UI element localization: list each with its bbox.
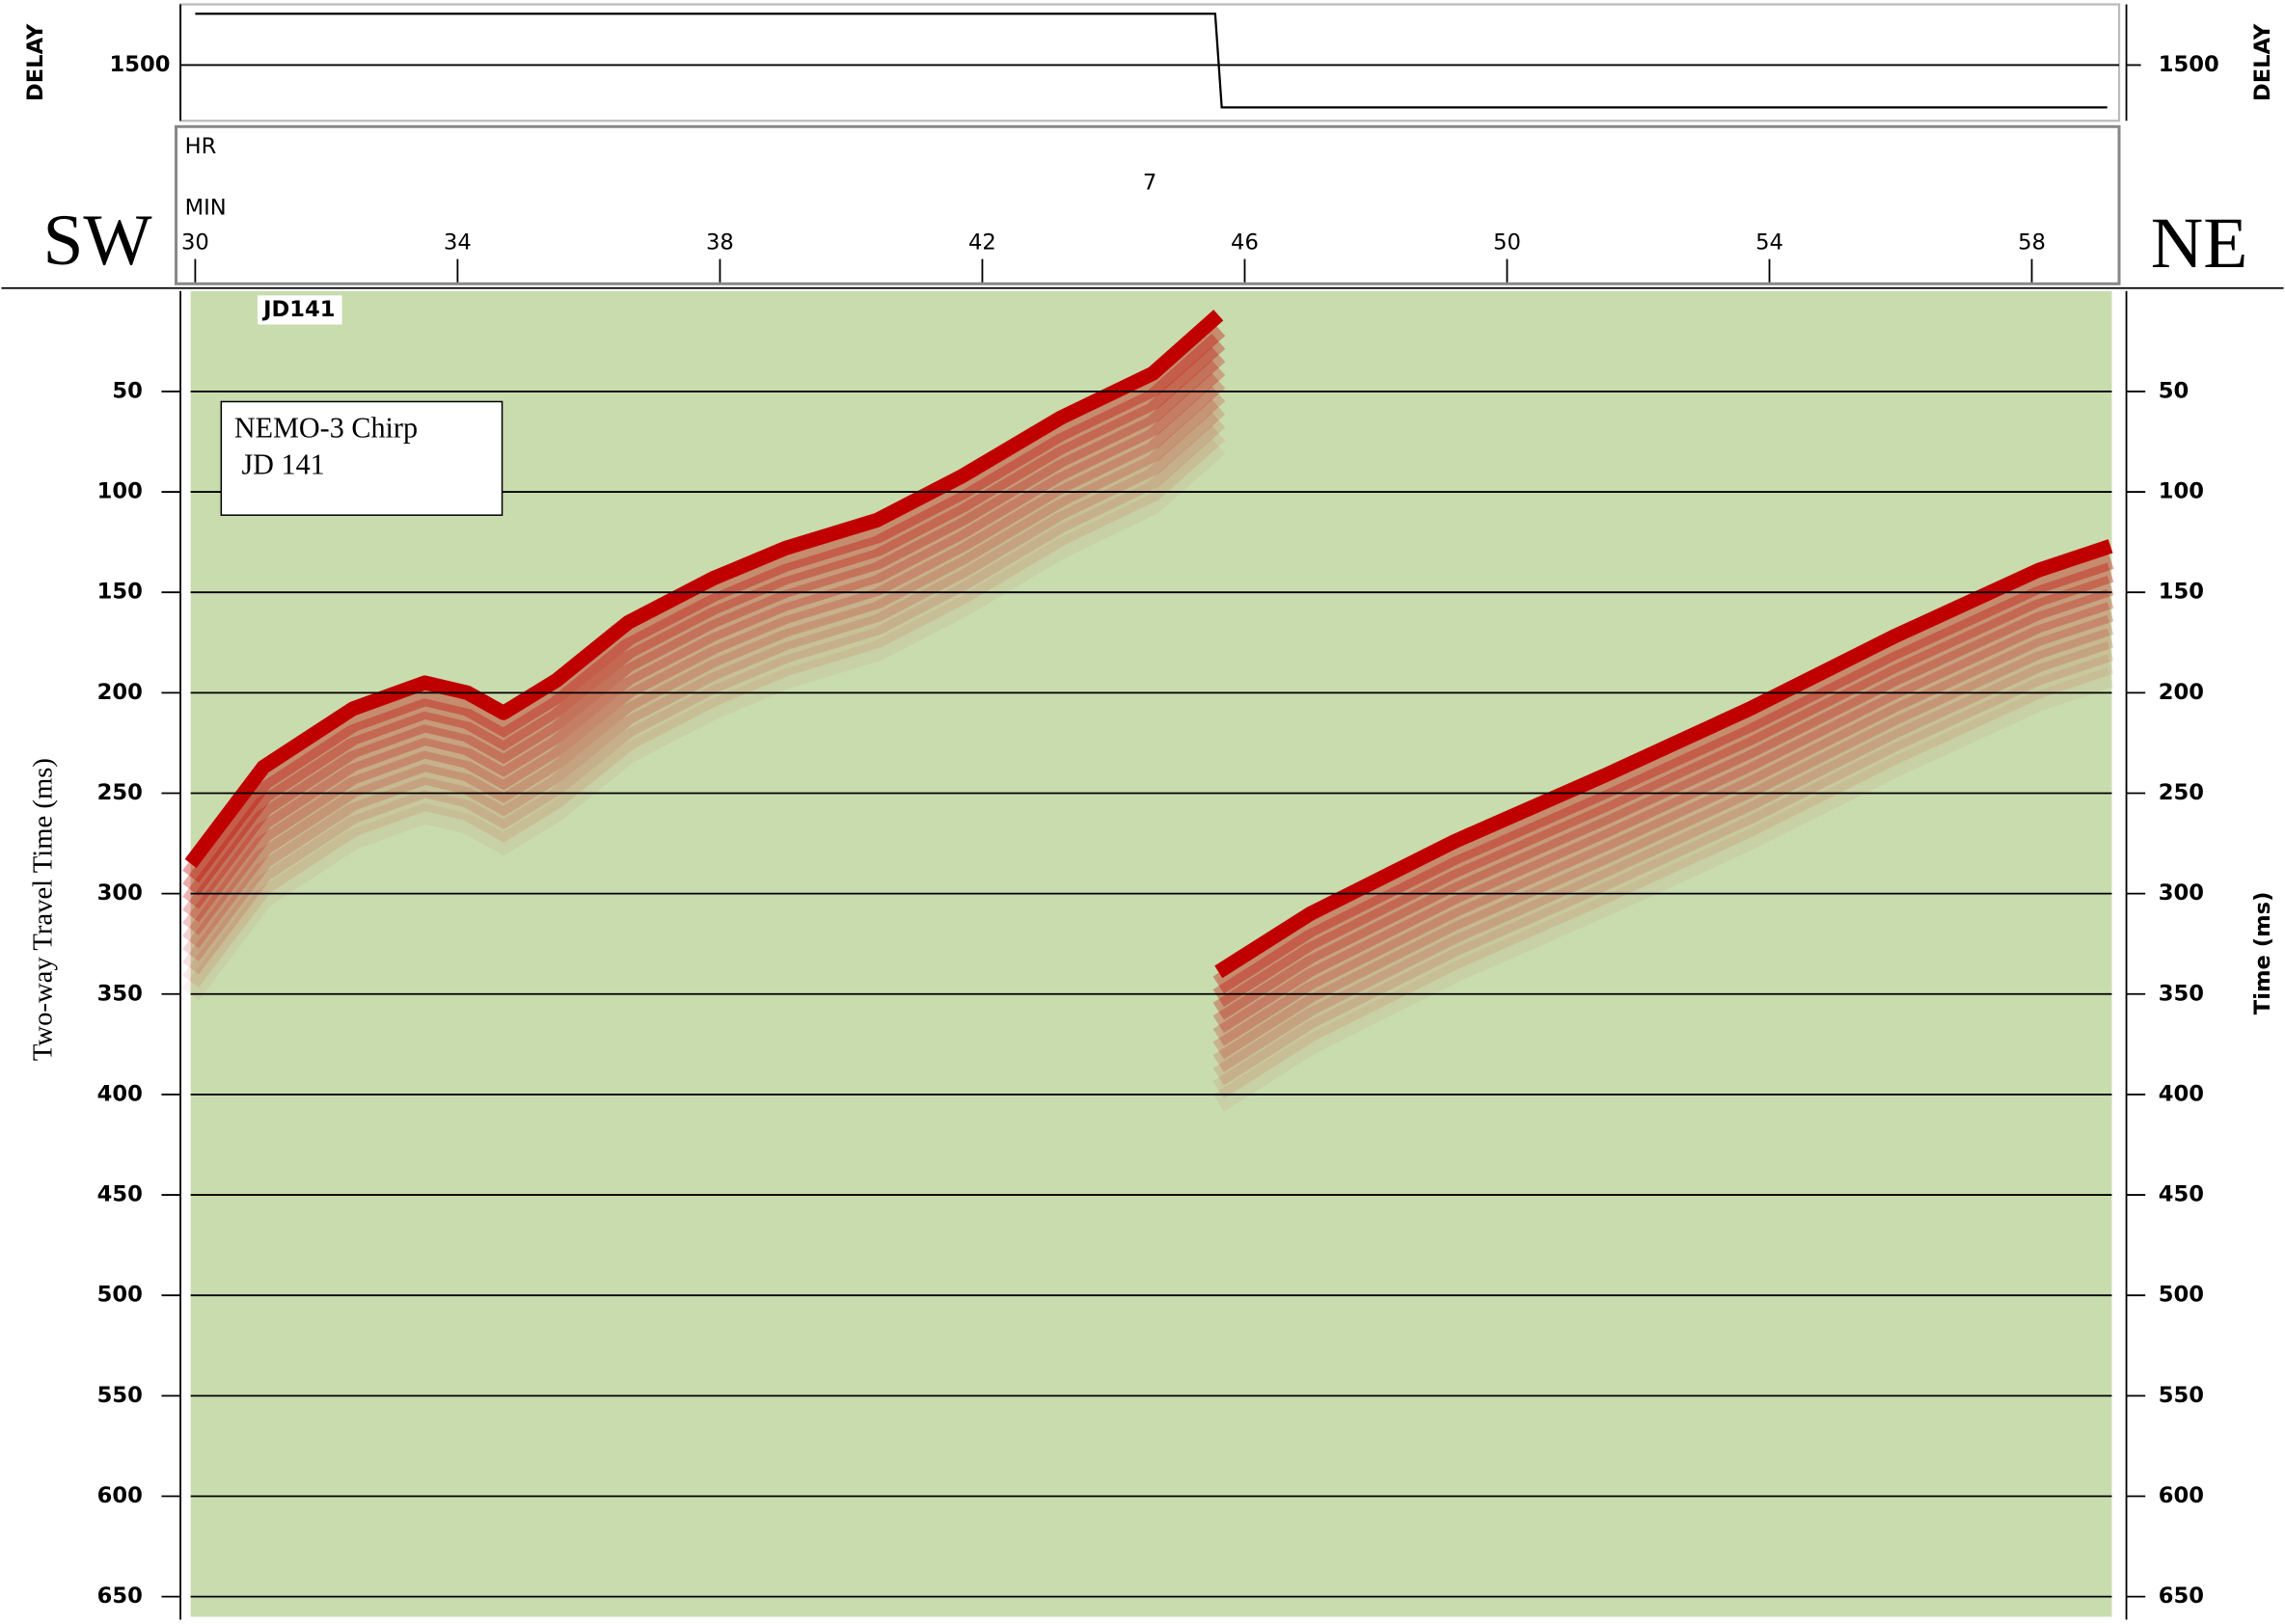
y2-tick-label: 50 <box>2159 378 2189 403</box>
reflection-haze <box>1212 667 2114 1112</box>
reflection-haze <box>1212 576 2114 1020</box>
y2-tick-label: 150 <box>2159 580 2204 605</box>
delay-label: DELAY <box>2250 23 2275 101</box>
y-tick-label: 300 <box>97 880 143 906</box>
reflection-haze <box>1212 588 2114 1034</box>
x-tick-label: 46 <box>1231 230 1259 255</box>
reflection-haze <box>1212 562 2114 1007</box>
reflection-haze <box>1212 654 2114 1099</box>
x-tick-label: 34 <box>444 230 472 255</box>
y2-tick-label: 600 <box>2159 1483 2204 1508</box>
x-tick-label: 38 <box>706 230 734 255</box>
y2-tick-label: 400 <box>2159 1081 2204 1106</box>
y2-tick-label: 300 <box>2159 880 2204 906</box>
reflection-haze <box>182 320 1226 883</box>
delay-tick-label: 1500 <box>2159 52 2219 77</box>
y-tick-label: 350 <box>97 981 143 1006</box>
reflection-haze <box>182 372 1226 935</box>
y2-tick-label: 350 <box>2159 981 2204 1006</box>
y-tick-label: 400 <box>97 1081 143 1106</box>
reflection-haze <box>182 346 1226 909</box>
annotation-box <box>220 400 503 516</box>
reflection-haze <box>1212 602 2114 1046</box>
y-tick-label: 600 <box>97 1483 143 1508</box>
y-tick-label: 550 <box>97 1383 143 1408</box>
reflection-haze <box>182 360 1226 923</box>
annotation-text: JD 141 <box>241 447 324 480</box>
reflection-haze <box>182 438 1226 1001</box>
x-tick-label: 42 <box>968 230 996 255</box>
reflection-haze <box>1212 640 2114 1086</box>
time-panel <box>175 124 2121 285</box>
y2-tick-label: 650 <box>2159 1583 2204 1609</box>
y-tick-label: 650 <box>97 1583 143 1609</box>
y-tick-label: 200 <box>97 680 143 705</box>
y2-axis-label: Time (ms) <box>2250 892 2275 1015</box>
direction-left: SW <box>42 201 152 281</box>
reflection-haze <box>182 425 1226 988</box>
y-tick-label: 450 <box>97 1182 143 1207</box>
annotation-text: NEMO-3 Chirp <box>234 412 418 445</box>
seafloor-reflector <box>184 310 2113 979</box>
y-axis-label: Two-way Travel Time (ms) <box>27 758 58 1061</box>
y2-tick-label: 550 <box>2159 1383 2204 1408</box>
hour-value: 7 <box>1143 171 1156 196</box>
delay-tick-label: 1500 <box>110 52 171 77</box>
y2-tick-label: 250 <box>2159 780 2204 805</box>
line-id-box <box>258 295 342 325</box>
x-tick-label: 54 <box>1755 230 1783 255</box>
y-tick-label: 50 <box>112 378 143 403</box>
direction-right: NE <box>2151 203 2248 284</box>
reflection-haze <box>182 386 1226 949</box>
y-tick-label: 150 <box>97 580 143 605</box>
y2-tick-label: 500 <box>2159 1283 2204 1308</box>
line-id: JD141 <box>261 297 335 322</box>
x-tick-label: 30 <box>181 230 209 255</box>
reflection-haze <box>182 398 1226 961</box>
reflection-haze <box>182 334 1226 896</box>
y2-tick-label: 450 <box>2159 1182 2204 1207</box>
hour-label: HR <box>185 134 217 159</box>
x-tick-label: 50 <box>1493 230 1521 255</box>
y2-tick-label: 100 <box>2159 479 2204 504</box>
y-tick-label: 250 <box>97 780 143 805</box>
reflection-haze <box>182 412 1226 975</box>
y-tick-label: 500 <box>97 1283 143 1308</box>
y-tick-label: 100 <box>97 479 143 504</box>
y2-tick-label: 200 <box>2159 680 2204 705</box>
x-tick-label: 58 <box>2018 230 2046 255</box>
minute-label: MIN <box>185 195 227 220</box>
reflection-haze <box>1212 549 2114 994</box>
delay-label: DELAY <box>23 23 48 101</box>
delay-line <box>195 13 2108 109</box>
reflection-haze <box>1212 614 2114 1060</box>
